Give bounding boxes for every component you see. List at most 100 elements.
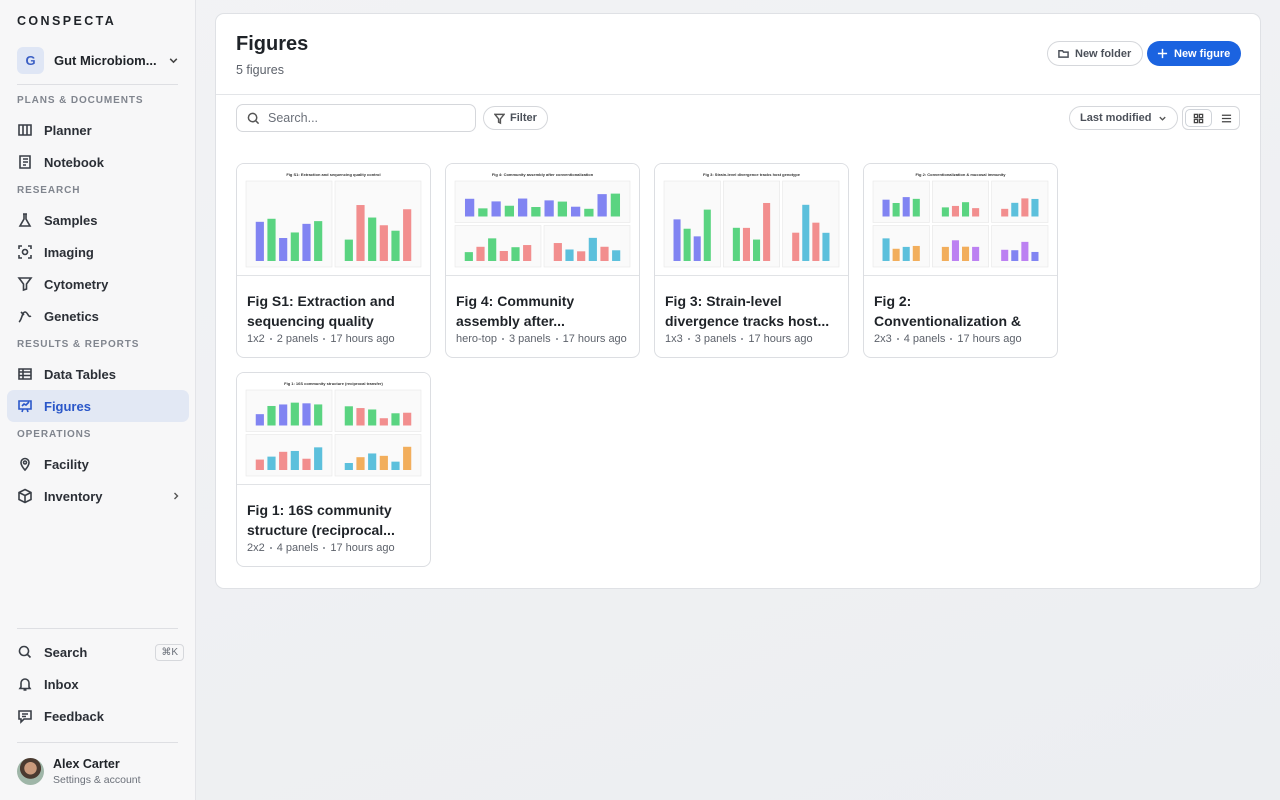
new-folder-button[interactable]: New folder: [1047, 41, 1144, 66]
thumbnail-bar: [356, 205, 365, 261]
thumbnail-bar: [703, 209, 711, 261]
thumbnail-bar: [403, 446, 412, 470]
nav-label: Feedback: [44, 708, 104, 724]
panel: [991, 225, 1049, 268]
separator-dot: [323, 547, 326, 549]
nav-item[interactable]: Samples: [7, 204, 189, 236]
panel: [872, 225, 930, 268]
button-label: Filter: [510, 112, 537, 124]
figure-card[interactable]: Fig 2: Conventionalization & mucosal imm…: [863, 163, 1058, 358]
thumbnail-preview: [872, 180, 1049, 268]
thumbnail-bar: [504, 205, 515, 217]
nav-icon: [18, 213, 32, 227]
meta-modified: 17 hours ago: [748, 333, 813, 345]
figure-title: Fig 4: Community assembly after...: [456, 293, 575, 329]
nav-label: Inventory: [44, 488, 103, 504]
nav-label: Facility: [44, 456, 89, 472]
list-view-button[interactable]: [1214, 107, 1239, 129]
nav-item[interactable]: Figures: [7, 390, 189, 422]
workspace-name: Gut Microbiom...: [54, 52, 157, 68]
grid-icon: [1193, 113, 1204, 123]
nav-item[interactable]: Feedback: [7, 700, 189, 732]
user-menu[interactable]: Alex Carter Settings & account: [17, 757, 141, 786]
thumbnail-bar: [553, 243, 562, 261]
thumbnail-bar: [255, 221, 264, 261]
thumbnail-bar: [892, 202, 900, 217]
nav-item[interactable]: Search ⌘K: [7, 636, 189, 668]
thumbnail-bar: [812, 222, 820, 261]
thumbnail-bar: [531, 207, 541, 217]
section-label: PLANS & DOCUMENTS: [17, 95, 144, 106]
meta-panels: 4 panels: [903, 333, 946, 345]
sort-label: Last modified: [1080, 112, 1152, 124]
thumbnail-bar: [972, 208, 980, 217]
thumbnail-bar: [1001, 208, 1009, 217]
avatar: [17, 758, 44, 785]
nav-item[interactable]: Genetics: [7, 300, 189, 332]
nav-item[interactable]: Facility: [7, 448, 189, 480]
thumbnail-bar: [379, 418, 388, 426]
nav-label: Samples: [44, 212, 98, 228]
separator-dot: [269, 547, 272, 549]
sort-dropdown[interactable]: Last modified: [1069, 106, 1178, 130]
thumbnail-bar: [403, 412, 412, 426]
nav-item[interactable]: Inventory: [7, 480, 189, 512]
thumbnail-title: Fig 1: 16S community structure (reciproc…: [284, 381, 383, 386]
thumbnail-bar: [951, 240, 959, 261]
figure-card[interactable]: Fig 4: Community assembly after conventi…: [445, 163, 640, 358]
figure-card[interactable]: Fig 1: 16S community structure (reciproc…: [236, 372, 431, 567]
chevron: [169, 57, 178, 63]
thumbnail-bar: [912, 245, 920, 261]
thumbnail-bar: [314, 404, 323, 426]
figure-title: Fig 1: 16S community structure (reciproc…: [247, 502, 395, 538]
meta-layout: hero-top: [456, 333, 497, 345]
thumbnail-bar: [267, 405, 276, 426]
thumbnail-bar: [267, 218, 276, 261]
search-icon: [247, 112, 260, 124]
nav-icon: [17, 277, 33, 292]
thumbnail-bar: [302, 223, 311, 261]
thumbnail-bar: [892, 248, 900, 261]
thumbnail-bar: [379, 225, 388, 261]
nav-label: Genetics: [44, 308, 99, 324]
meta-layout: 2x3: [874, 333, 892, 345]
thumbnail-bar: [1031, 198, 1039, 217]
thumbnail-bar: [1021, 241, 1029, 261]
thumbnail-bar: [368, 217, 377, 261]
new-figure-button[interactable]: New figure: [1147, 41, 1242, 66]
panel: [663, 180, 721, 268]
filter-button[interactable]: Filter: [483, 106, 548, 130]
thumbnail: Fig 1: 16S community structure (reciproc…: [237, 373, 430, 485]
thumbnail-bar: [523, 245, 532, 261]
meta-panels: 3 panels: [694, 333, 737, 345]
thumbnail-bar: [588, 237, 597, 261]
nav-item[interactable]: Inbox: [7, 668, 189, 700]
bottom-nav: Search ⌘K Inbox Feedback: [7, 636, 189, 732]
thumbnail-bar: [279, 404, 288, 426]
figure-count: 5 figures: [236, 63, 284, 77]
thumbnail-bar: [600, 246, 609, 261]
thumbnail-bar: [488, 238, 497, 261]
nav-item[interactable]: Planner: [7, 114, 189, 146]
figure-card[interactable]: Fig S1: Extraction and sequencing qualit…: [236, 163, 431, 358]
figure-card[interactable]: Fig 3: Strain-level divergence tracks ho…: [654, 163, 849, 358]
nav-item[interactable]: Cytometry: [7, 268, 189, 300]
thumbnail-bar: [565, 249, 574, 261]
meta-layout: 1x3: [665, 333, 683, 345]
thumbnail-bar: [544, 200, 554, 217]
search-input[interactable]: Search...: [236, 104, 476, 132]
thumbnail-bar: [941, 246, 949, 261]
thumbnail-bar: [882, 238, 890, 261]
thumbnail-bar: [1011, 202, 1019, 217]
nav-item[interactable]: Notebook: [7, 146, 189, 178]
nav-icon: [18, 400, 32, 413]
nav-label: Imaging: [44, 244, 94, 260]
nav-icon: [18, 245, 32, 259]
workspace-switcher[interactable]: G Gut Microbiom...: [17, 46, 179, 74]
grid-view-button[interactable]: [1185, 109, 1212, 127]
nav-item[interactable]: Imaging: [7, 236, 189, 268]
figure-meta: 1x2 2 panels 17 hours ago: [237, 333, 430, 345]
figure-meta: 2x2 4 panels 17 hours ago: [237, 542, 430, 554]
nav-item[interactable]: Data Tables: [7, 358, 189, 390]
thumbnail-bar: [464, 198, 475, 217]
